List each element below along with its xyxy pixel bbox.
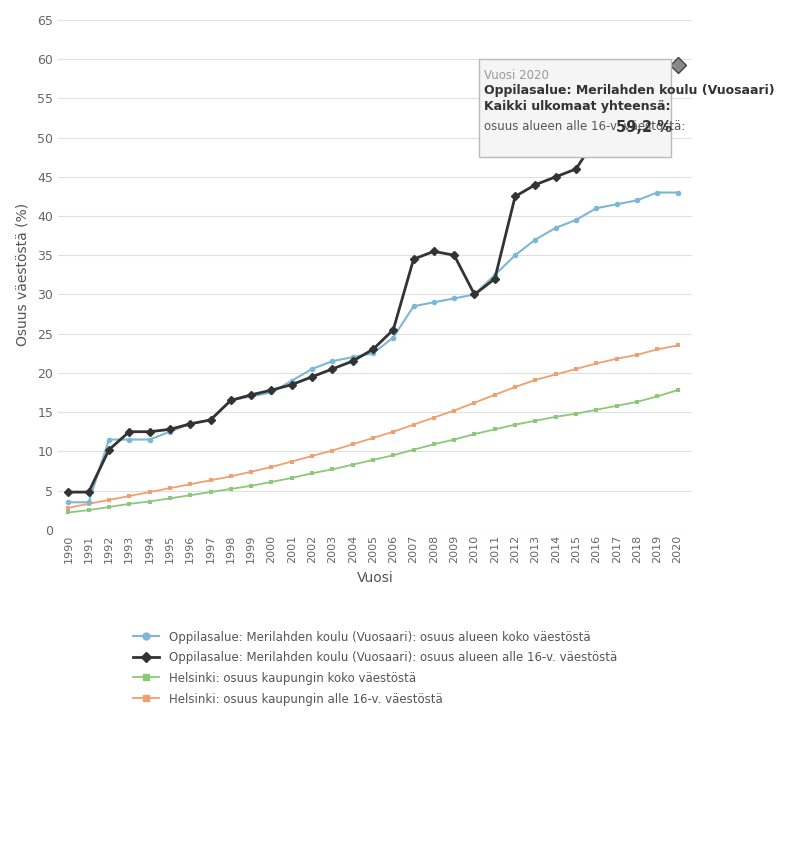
Text: Vuosi 2020: Vuosi 2020 <box>483 68 549 81</box>
Text: 59,2 %: 59,2 % <box>615 121 672 135</box>
Text: Kaikki ulkomaat yhteensä:: Kaikki ulkomaat yhteensä: <box>483 100 670 113</box>
Text: Oppilasalue: Merilahden koulu (Vuosaari): Oppilasalue: Merilahden koulu (Vuosaari) <box>483 84 774 97</box>
X-axis label: Vuosi: Vuosi <box>357 571 394 585</box>
Text: osuus alueen alle 16-v. väestöstä:: osuus alueen alle 16-v. väestöstä: <box>483 121 688 134</box>
Y-axis label: Osuus väestöstä (%): Osuus väestöstä (%) <box>15 203 29 347</box>
FancyBboxPatch shape <box>479 59 672 157</box>
Legend: Oppilasalue: Merilahden koulu (Vuosaari): osuus alueen koko väestöstä, Oppilasal: Oppilasalue: Merilahden koulu (Vuosaari)… <box>127 625 622 712</box>
